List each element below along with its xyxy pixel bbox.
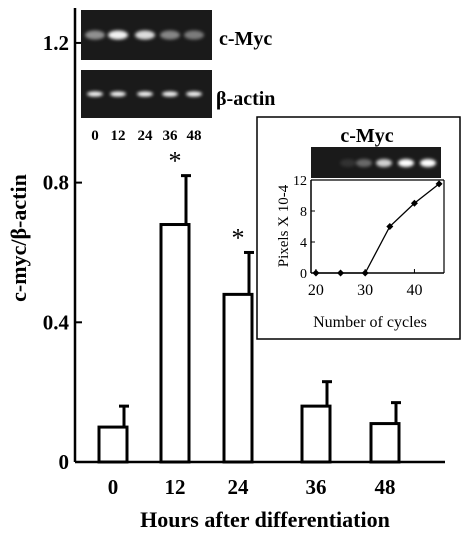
gel-band: [398, 159, 414, 167]
main-bar: [159, 223, 191, 464]
main-bar: [222, 292, 254, 464]
main-x-tick-label: 12: [165, 475, 186, 499]
main-bar: [369, 422, 401, 464]
main-y-tick-label: 1.2: [43, 31, 69, 55]
gel-band: [160, 30, 180, 40]
inset-gel: [311, 147, 441, 178]
inset-plot: [312, 180, 443, 277]
inset-data-point: [361, 269, 369, 277]
gel-band: [87, 91, 103, 97]
inset-y-tick-label: 8: [300, 205, 307, 220]
gel-panel: c-Myc β-actin 0 12 24 36 48: [81, 10, 275, 144]
gel-label-cmyc: c-Myc: [219, 28, 272, 50]
gel-band: [110, 91, 126, 97]
gel-band: [340, 159, 356, 167]
inset: c-Myc 0 4 8 12 20 30 40 Pixels X 10-4 Number …: [256, 116, 461, 340]
inset-data-point: [312, 269, 320, 277]
main-y-ticks: 0 0.4 0.8 1.2: [43, 31, 82, 474]
main-bars: **: [97, 147, 401, 464]
inset-series-line: [315, 183, 440, 274]
gel-band: [420, 159, 436, 167]
gel-lane-label: 0: [91, 128, 99, 144]
main-x-tick-label: 24: [228, 475, 250, 499]
gel-lane-label: 36: [163, 128, 179, 144]
inset-y-ticks: 0 4 8 12: [293, 174, 315, 282]
gel-band: [186, 91, 202, 97]
inset-x-tick-label: 30: [357, 282, 373, 299]
gel-lane-label: 24: [138, 128, 154, 144]
inset-x-axis-title: Number of cycles: [313, 314, 427, 331]
inset-data-point: [337, 269, 345, 277]
gel-band: [108, 30, 128, 40]
gel-band: [356, 159, 372, 167]
main-y-tick-label: 0.4: [43, 310, 70, 334]
main-y-axis-title: c-myc/β-actin: [6, 174, 31, 302]
inset-y-tick-label: 12: [293, 174, 307, 189]
gel-band: [85, 30, 105, 40]
gel-label-actin: β-actin: [216, 88, 275, 110]
main-y-tick-label: 0: [59, 450, 70, 474]
inset-data-point: [386, 223, 394, 230]
inset-title: c-Myc: [340, 125, 393, 147]
gel-band: [135, 30, 155, 40]
main-x-tick-label: 48: [375, 475, 396, 499]
main-y-tick-label: 0.8: [43, 171, 69, 195]
gel-band: [137, 91, 153, 97]
main-x-axis-title: Hours after differentiation: [140, 507, 390, 532]
main-x-tick-label: 0: [108, 475, 119, 499]
gel-actin-bands: [87, 91, 202, 97]
inset-y-axis-title: Pixels X 10-4: [276, 184, 292, 267]
inset-x-tick-label: 40: [406, 282, 422, 299]
main-x-ticks: 0 12 24 36 48: [108, 475, 396, 499]
significance-marker: *: [232, 223, 245, 252]
significance-marker: *: [169, 147, 182, 176]
gel-band: [162, 91, 178, 97]
main-bar: [300, 404, 332, 464]
inset-x-ticks: 20 30 40: [308, 269, 422, 299]
gel-band: [376, 159, 392, 167]
gel-lane-label: 12: [111, 128, 126, 144]
inset-data-point: [410, 199, 418, 207]
inset-y-tick-label: 4: [300, 236, 307, 251]
gel-band: [184, 30, 204, 40]
inset-x-tick-label: 20: [308, 282, 324, 299]
gel-lane-labels: 0 12 24 36 48: [91, 128, 201, 144]
inset-gel-bands: [340, 159, 436, 167]
gel-lane-label: 48: [187, 128, 202, 144]
inset-data-point: [435, 180, 443, 188]
main-bar: [97, 425, 129, 464]
gel-cmyc-bands: [85, 30, 204, 40]
inset-y-tick-label: 0: [300, 267, 307, 282]
main-x-tick-label: 36: [306, 475, 327, 499]
